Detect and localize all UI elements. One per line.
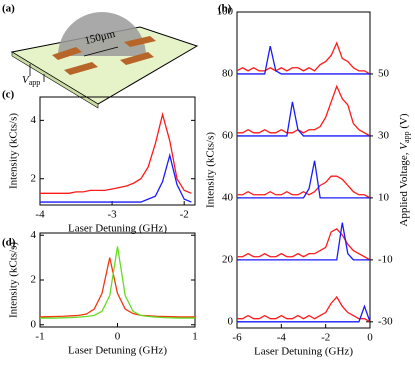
y-tick-label: 2 (31, 172, 37, 184)
dome (58, 12, 146, 56)
y-axis-label: Intensity (kCts/s) (8, 113, 20, 189)
x-tick-label: -4 (35, 209, 45, 221)
scale-bar (83, 46, 119, 57)
panel-label: (d) (2, 237, 16, 249)
panel-label: (c) (2, 89, 15, 101)
data-line (40, 152, 192, 203)
y2-tick-label: 10 (378, 191, 390, 203)
y-tick-label: 0 (228, 315, 234, 327)
electrode (52, 47, 82, 60)
y-tick-label: 4 (31, 229, 37, 241)
y-tick-label: 80 (222, 67, 234, 79)
voltage-symbol: V (22, 74, 30, 86)
data-line (40, 111, 192, 194)
y2-label-unit: (V) (398, 113, 410, 131)
data-line (237, 45, 370, 75)
data-line (237, 101, 370, 137)
x-tick-label: -2 (180, 209, 189, 221)
data-line (237, 84, 370, 137)
x-tick-label: -4 (277, 332, 287, 344)
x-tick-label: -3 (108, 209, 118, 221)
y-tick-label: 60 (222, 129, 234, 141)
y2-axis-label: Applied Voltage, Vapp (V) (398, 113, 411, 227)
y-tick-label: 20 (222, 253, 234, 265)
x-tick-label: -1 (35, 331, 44, 343)
y-axis-label: Intensity (kCts/s) (205, 132, 217, 208)
electrode (120, 52, 154, 65)
data-line (237, 160, 370, 199)
x-tick-label: -6 (232, 332, 242, 344)
y-tick-label: 40 (222, 191, 234, 203)
panel-label: (a) (2, 3, 15, 15)
data-line (237, 41, 370, 75)
data-line (40, 246, 195, 319)
x-tick-label: 0 (115, 331, 121, 343)
x-tick-label: -2 (321, 332, 330, 344)
data-line (237, 175, 370, 199)
y2-tick-label: 50 (378, 67, 390, 79)
data-line (237, 222, 370, 261)
data-line (237, 304, 370, 323)
schematic: 150μm Vapp (a) (2, 3, 199, 109)
y-tick-label: 2 (31, 274, 37, 286)
voltage-label: Vapp (22, 74, 40, 87)
x-tick-label: 0 (367, 332, 373, 344)
substrate-edge (11, 51, 99, 109)
x-axis-label: Laser Detuning (GHz) (254, 346, 353, 358)
y2-label-text: Applied Voltage, (398, 150, 410, 227)
data-line (237, 295, 370, 323)
electrode (64, 62, 98, 75)
y2-tick-label: -10 (378, 253, 393, 265)
y2-label-subscript: app (402, 131, 411, 143)
electrode (124, 36, 156, 47)
plot-frame (39, 96, 196, 206)
data-line (237, 228, 370, 261)
x-axis-label: Laser Detuning (GHz) (68, 345, 167, 357)
y-tick-label: 100 (217, 6, 234, 18)
x-tick-label: 1 (192, 331, 198, 343)
data-line (40, 257, 195, 318)
y2-tick-label: 30 (378, 129, 390, 141)
x-axis-label: Laser Detuning (GHz) (68, 223, 167, 235)
y-axis-label: Intensity (kCts/s) (8, 242, 20, 318)
y2-label-symbol: V (398, 142, 410, 150)
plot-frame (236, 11, 371, 329)
panel-label: (b) (218, 3, 232, 15)
y-tick-label: 4 (31, 114, 37, 126)
voltage-subscript: app (29, 78, 41, 87)
y2-tick-label: -30 (378, 315, 393, 327)
y-tick-label: 0 (31, 318, 37, 330)
